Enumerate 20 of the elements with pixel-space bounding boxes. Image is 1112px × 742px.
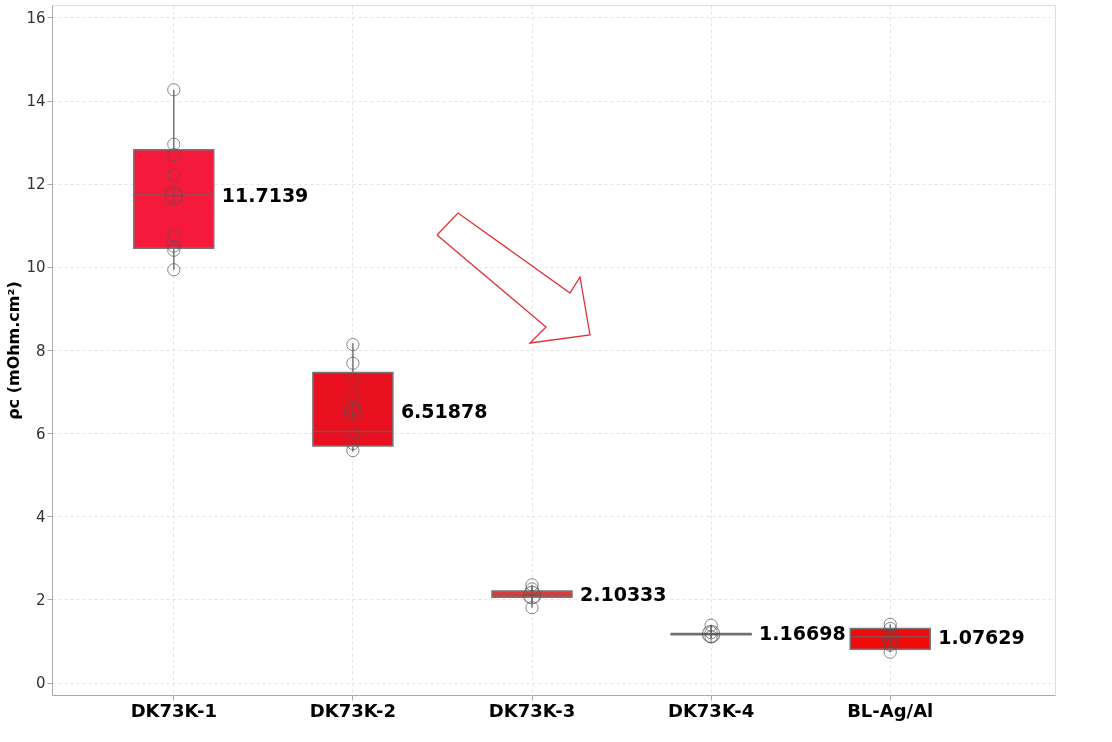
y-tick-label: 10 <box>26 258 46 277</box>
y-tick-label: 16 <box>26 8 46 27</box>
x-tick-label: DK73K-4 <box>667 699 755 721</box>
annotation: 2.10333 <box>580 583 667 606</box>
y-tick-label: 0 <box>35 674 46 693</box>
x-tick-label: DK73K-3 <box>488 699 576 721</box>
y-tick-label: 2 <box>35 590 46 609</box>
y-axis-title: ρc (mOhm.cm²) <box>4 281 24 420</box>
y-tick-label: 4 <box>35 507 46 526</box>
x-tick-label: BL-Ag/Al <box>847 699 934 721</box>
x-tick-label: DK73K-2 <box>309 699 397 721</box>
x-tick-label: DK73K-1 <box>130 699 217 721</box>
annotation: 6.51878 <box>400 399 488 422</box>
y-tick-label: 12 <box>26 175 46 194</box>
y-tick-label: 6 <box>35 424 46 443</box>
y-tick-label: 14 <box>26 92 46 111</box>
y-tick-label: 8 <box>35 341 46 360</box>
annotation: 1.07629 <box>938 625 1025 648</box>
annotation: 1.16698 <box>759 622 846 645</box>
annotation: 11.7139 <box>221 183 309 206</box>
